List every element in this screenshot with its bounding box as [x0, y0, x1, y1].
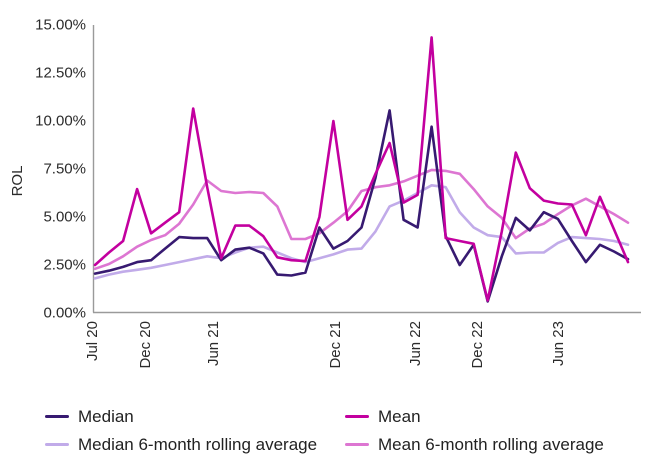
x-tick-label: Dec 21 [327, 321, 344, 369]
x-tick-label: Dec 22 [469, 321, 486, 369]
x-tick-label: Dec 20 [137, 321, 154, 369]
legend-item-median-rolling: Median 6-month rolling average [45, 434, 345, 455]
legend-label-mean-rolling: Mean 6-month rolling average [378, 435, 604, 454]
median-line-swatch [45, 415, 69, 418]
series-line-mean-6-month-rolling-average [93, 168, 630, 271]
y-axis-tick-labels: 0.00% 2.50% 5.00% 7.50% 10.00% 12.50% 15.00% [35, 17, 86, 322]
legend-label-median: Median [78, 407, 134, 426]
mean-rolling-line-swatch [345, 443, 369, 446]
x-tick-label: Jun 23 [550, 321, 567, 366]
x-tick-label: Jul 20 [84, 321, 101, 361]
median-rolling-line-swatch [45, 443, 69, 446]
y-tick-label: 10.00% [35, 113, 86, 130]
y-tick-label: 0.00% [43, 305, 86, 322]
legend-item-median: Median [45, 406, 345, 427]
x-axis-tick-labels: Jul 20 Dec 20 Jun 21 Dec 21 Jun 22 Dec 22 Jun … [84, 321, 567, 369]
series-line-mean [93, 36, 630, 302]
series-line-median-6-month-rolling-average [93, 184, 630, 280]
x-tick-label: Jun 22 [407, 321, 424, 366]
y-tick-label: 12.50% [35, 65, 86, 82]
x-tick-label: Jun 21 [205, 321, 222, 366]
y-tick-label: 7.50% [43, 161, 86, 178]
y-tick-label: 2.50% [43, 257, 86, 274]
y-tick-label: 5.00% [43, 209, 86, 226]
legend-item-mean: Mean [345, 406, 640, 427]
mean-line-swatch [345, 415, 369, 418]
series-lines [93, 36, 630, 303]
series-line-median [93, 109, 630, 303]
legend-label-median-rolling: Median 6-month rolling average [78, 435, 318, 454]
y-tick-label: 15.00% [35, 17, 86, 34]
chart-legend: Median Mean Median 6-month rolling avera… [45, 406, 640, 455]
legend-label-mean: Mean [378, 407, 421, 426]
legend-item-mean-rolling: Mean 6-month rolling average [345, 434, 640, 455]
y-axis-title: ROL [9, 166, 26, 197]
